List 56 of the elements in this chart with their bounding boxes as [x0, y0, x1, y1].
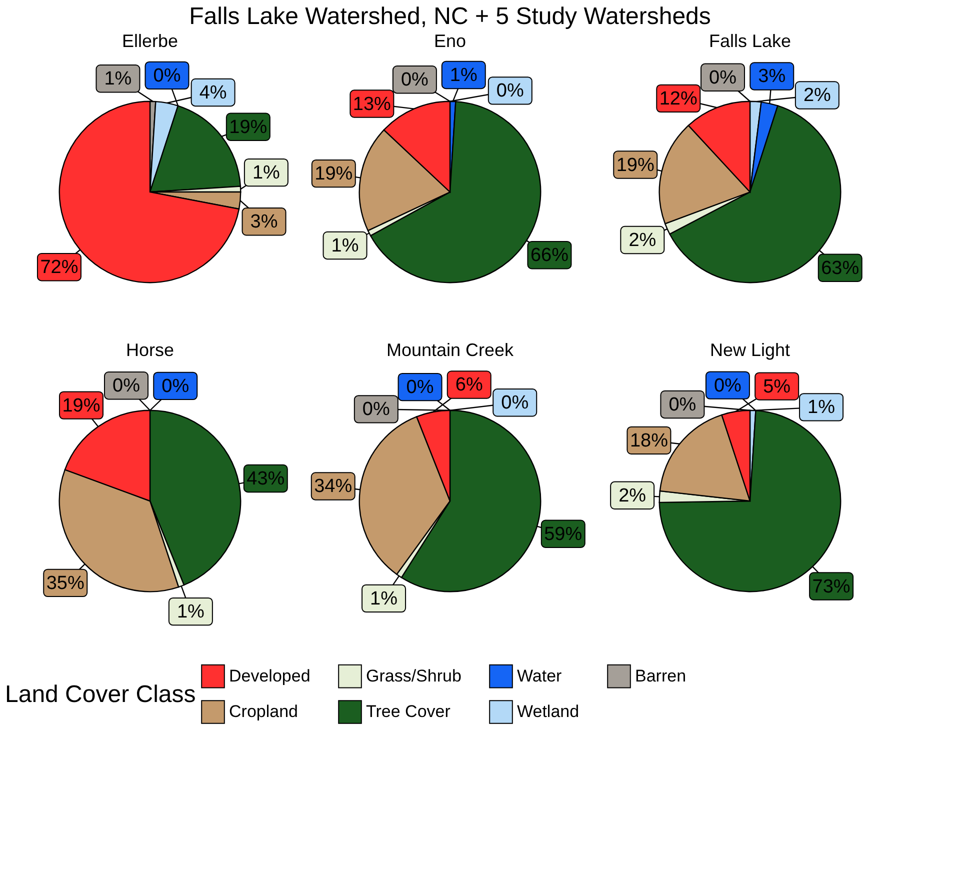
legend-title: Land Cover Class — [5, 681, 196, 708]
data-label: 1% — [104, 68, 132, 90]
text: 0% — [153, 65, 181, 86]
data-label: 1% — [808, 397, 836, 418]
data-label: 35% — [46, 572, 84, 594]
data-label: 73% — [812, 576, 850, 598]
text: 0% — [362, 399, 390, 420]
legend-label: Grass/Shrub — [366, 666, 462, 686]
data-label: 19% — [314, 164, 353, 185]
chart-title: New Light — [710, 340, 790, 360]
text: 0% — [496, 80, 524, 102]
data-label: 5% — [763, 376, 791, 398]
data-label: 3% — [250, 212, 278, 233]
text: 0% — [406, 377, 434, 398]
legend-label: Tree Cover — [366, 702, 451, 721]
data-label: 6% — [455, 374, 483, 396]
data-label: 2% — [628, 230, 656, 252]
text: 0% — [162, 376, 190, 397]
text: 0% — [714, 375, 742, 396]
chart-title: Ellerbe — [122, 31, 178, 51]
text: 0% — [501, 392, 529, 414]
data-label: 59% — [544, 524, 582, 545]
chart-title: Falls Lake — [708, 31, 792, 51]
data-label: 2% — [803, 85, 832, 106]
text: 0% — [668, 394, 696, 416]
data-label: 13% — [352, 94, 392, 115]
data-label: 19% — [229, 116, 268, 138]
data-label: 1% — [252, 162, 280, 184]
data-label: 2% — [618, 485, 646, 506]
legend-label: Wetland — [517, 702, 580, 721]
text: 0% — [709, 67, 736, 88]
data-label: 1% — [450, 64, 478, 86]
legend-label: Developed — [229, 666, 310, 686]
data-label: 72% — [40, 257, 78, 278]
chart-title: Mountain Creek — [386, 340, 515, 360]
data-label: 1% — [370, 588, 398, 610]
data-label: 3% — [758, 66, 786, 88]
text: 0% — [112, 376, 140, 397]
data-label: 66% — [530, 245, 569, 266]
data-label: 19% — [62, 395, 100, 416]
legend-label: Barren — [635, 666, 686, 686]
data-label: 63% — [821, 258, 860, 279]
data-label: 4% — [199, 82, 227, 104]
legend-label: Cropland — [229, 702, 298, 721]
data-label: 19% — [616, 154, 654, 176]
data-label: 34% — [314, 476, 352, 498]
data-label: 1% — [176, 602, 205, 623]
text: Falls Lake Watershed, NC + 5 Study Watersheds — [189, 3, 711, 30]
data-label: 43% — [246, 468, 285, 490]
text: 0% — [400, 70, 428, 91]
legend-label: Water — [517, 666, 562, 686]
chart-title: Horse — [126, 340, 174, 360]
chart-title: Eno — [434, 31, 466, 51]
data-label: 12% — [659, 88, 698, 110]
data-label: 18% — [630, 430, 668, 452]
data-label: 1% — [331, 235, 359, 256]
